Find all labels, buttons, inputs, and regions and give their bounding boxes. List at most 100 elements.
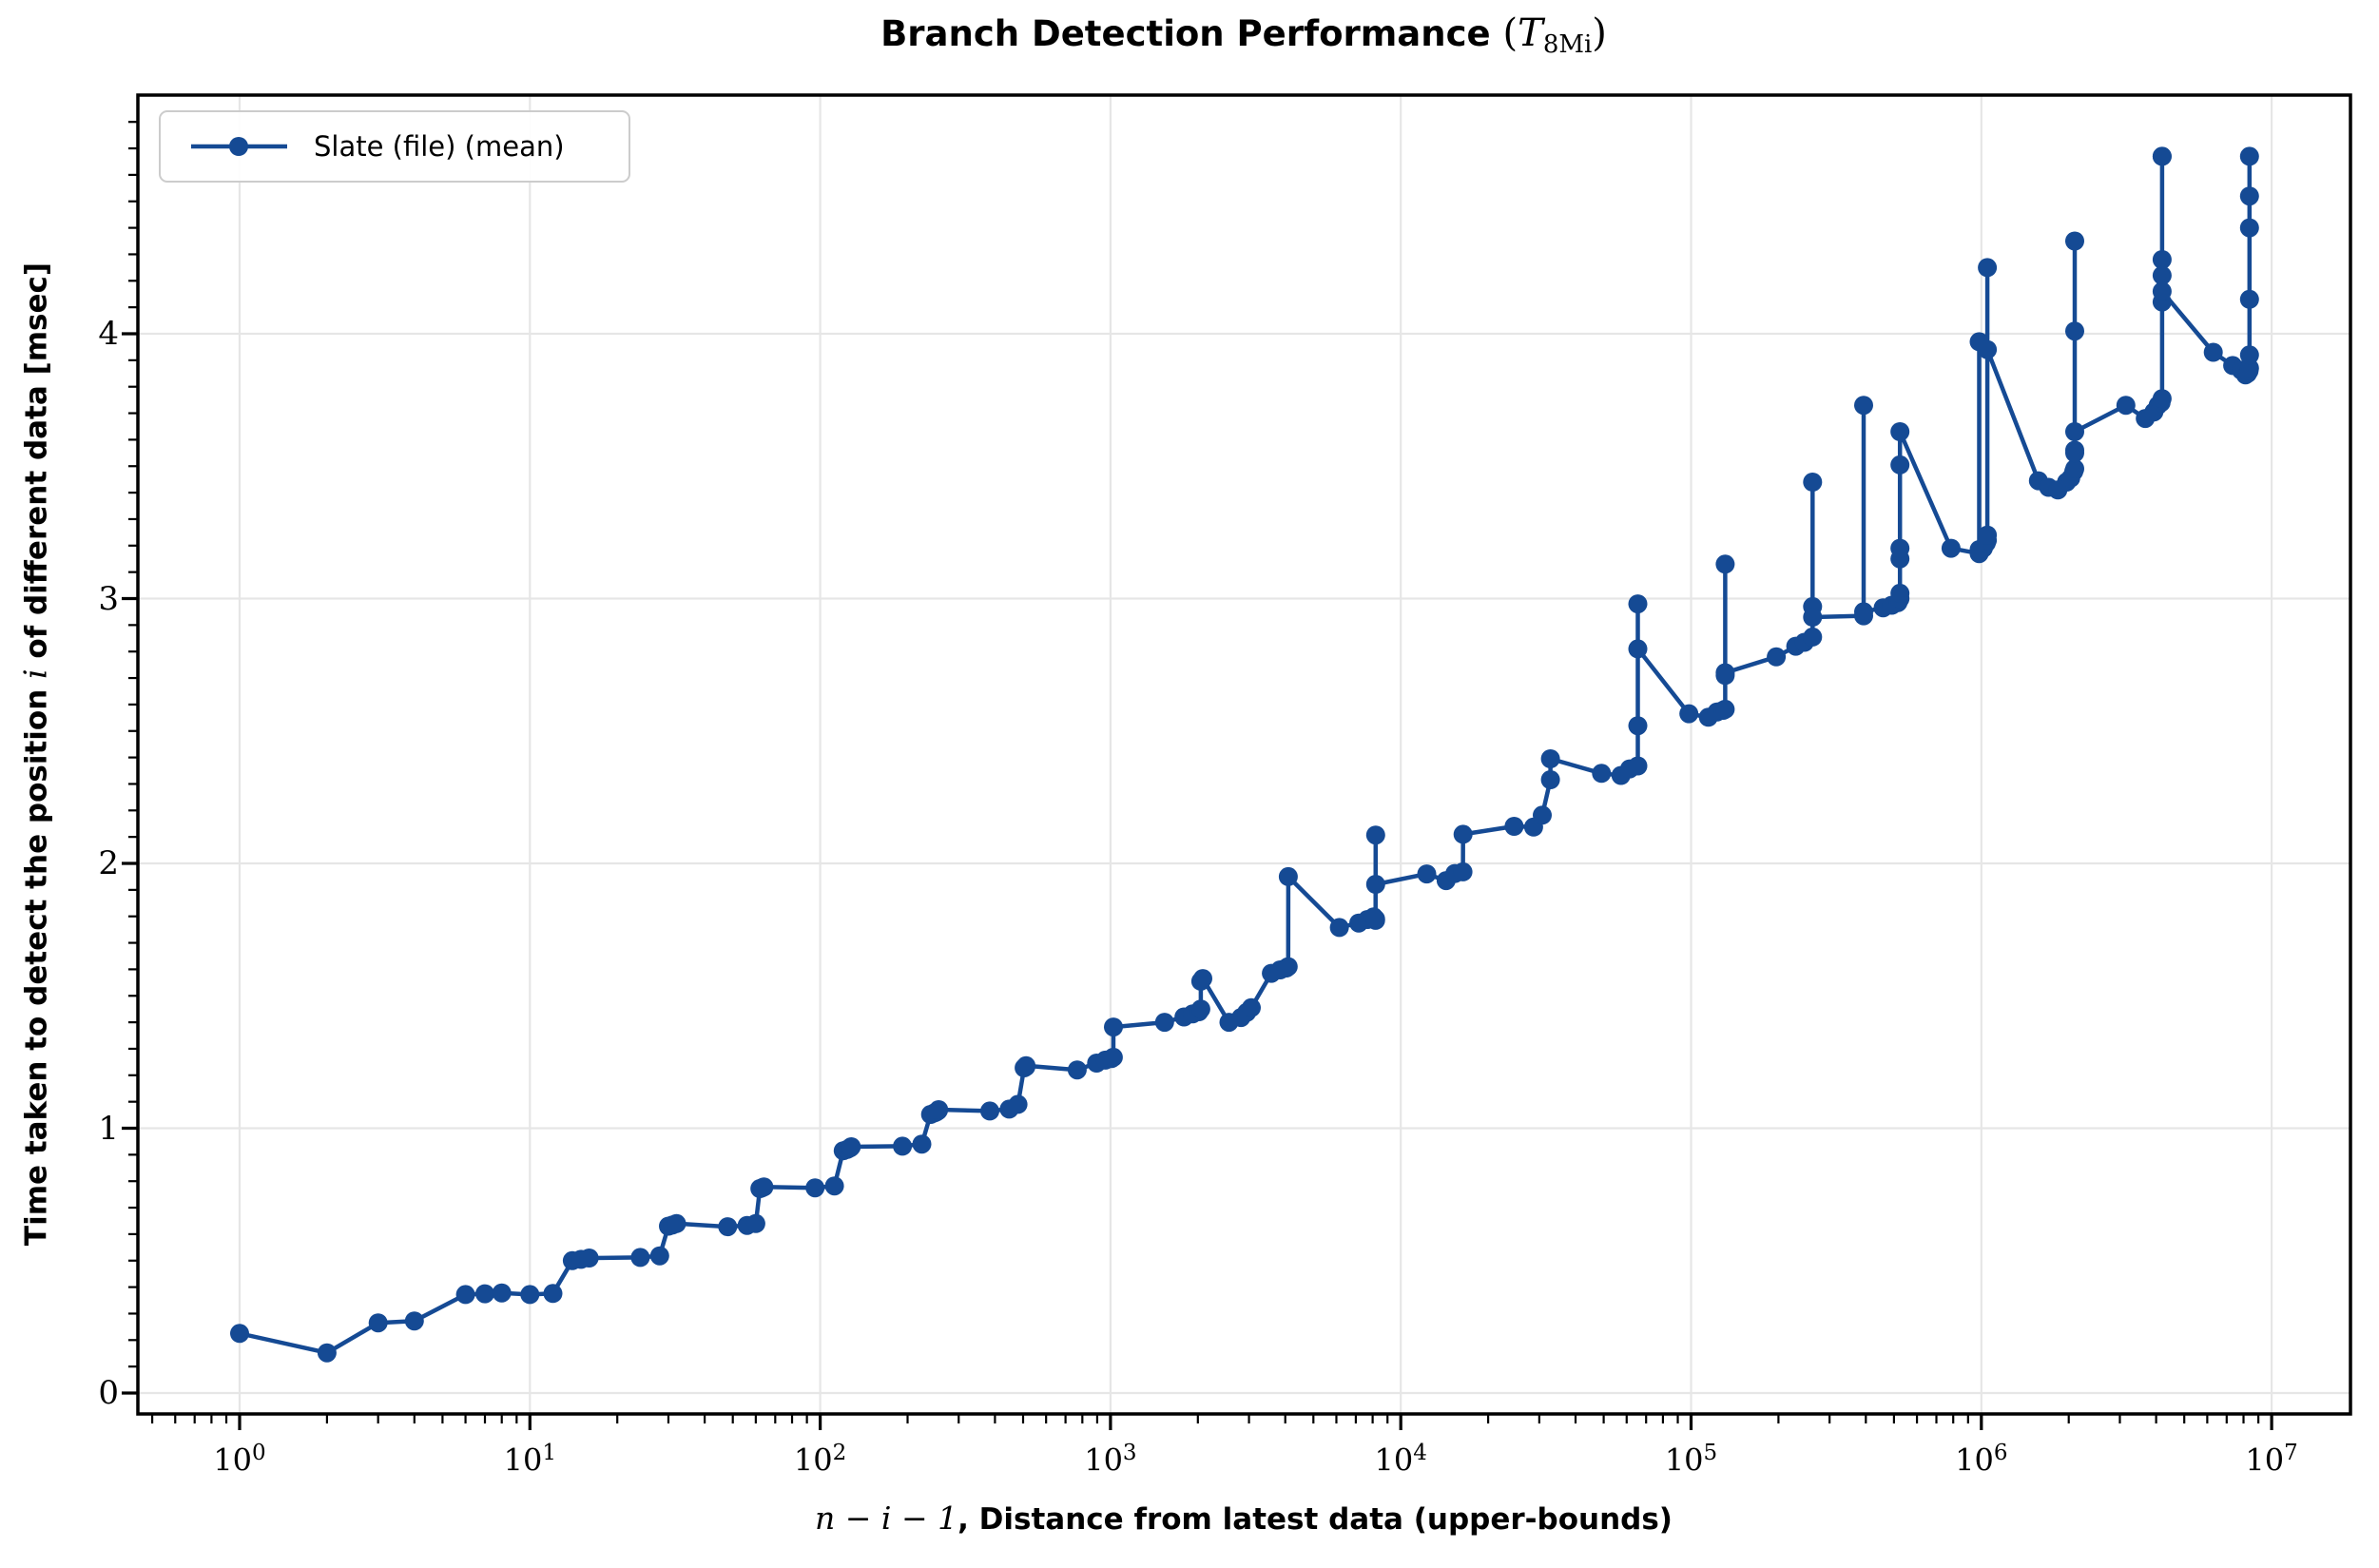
x-tick-label: 101 bbox=[503, 1441, 556, 1479]
data-point bbox=[1154, 1013, 1174, 1033]
data-point bbox=[317, 1343, 337, 1363]
data-point bbox=[630, 1248, 650, 1268]
data-point bbox=[1978, 258, 1998, 278]
x-tick-label: 104 bbox=[1374, 1441, 1427, 1479]
y-axis-label-post: of different data [msec] bbox=[19, 261, 54, 669]
data-point bbox=[1679, 704, 1699, 724]
ticks bbox=[122, 121, 2273, 1430]
data-point bbox=[893, 1136, 913, 1156]
data-point bbox=[2065, 459, 2084, 478]
data-point bbox=[1540, 770, 1560, 789]
data-point bbox=[1278, 866, 1298, 886]
data-point bbox=[404, 1311, 424, 1331]
chart-title: Branch Detection Performance (T8Mi) bbox=[880, 11, 1607, 59]
data-point bbox=[492, 1283, 512, 1303]
data-point bbox=[1978, 339, 1998, 359]
data-point bbox=[1504, 817, 1524, 836]
data-point bbox=[1715, 699, 1735, 719]
y-tick-label: 1 bbox=[98, 1109, 119, 1148]
data-point bbox=[1854, 396, 1873, 416]
data-point bbox=[1890, 422, 1910, 441]
data-point bbox=[1365, 875, 1385, 894]
data-point bbox=[2065, 321, 2084, 341]
data-point bbox=[1715, 554, 1735, 574]
data-point bbox=[2116, 396, 2136, 416]
x-axis-label-text: Distance from latest data (upper-bounds) bbox=[978, 1502, 1673, 1537]
data-point bbox=[520, 1285, 540, 1305]
data-point bbox=[230, 1324, 249, 1344]
data-point bbox=[2203, 342, 2223, 362]
y-tick-label: 2 bbox=[98, 844, 119, 882]
grid bbox=[138, 95, 2350, 1414]
data-point bbox=[2065, 231, 2084, 251]
data-point bbox=[1890, 583, 1910, 603]
data-point bbox=[1628, 594, 1648, 614]
data-point bbox=[1890, 455, 1910, 474]
data-point bbox=[2239, 289, 2259, 309]
legend-marker bbox=[229, 137, 248, 156]
chart-title-math-close: ) bbox=[1592, 11, 1607, 55]
data-point bbox=[980, 1101, 999, 1121]
chart-title-math-symbol: T bbox=[1518, 11, 1543, 55]
x-tick-label: 102 bbox=[793, 1441, 847, 1479]
data-point bbox=[1453, 861, 1473, 881]
legend-line-marker-icon bbox=[191, 137, 287, 156]
x-tick-label: 105 bbox=[1664, 1441, 1718, 1479]
data-point bbox=[2239, 345, 2259, 365]
data-point bbox=[1803, 608, 1823, 627]
data-point bbox=[1715, 663, 1735, 683]
data-point bbox=[1890, 538, 1910, 558]
data-point bbox=[912, 1134, 932, 1154]
data-point bbox=[1104, 1017, 1123, 1037]
data-point bbox=[1854, 602, 1873, 622]
data-point bbox=[929, 1100, 949, 1119]
data-point bbox=[1365, 909, 1385, 929]
data-point bbox=[1453, 824, 1473, 844]
data-point bbox=[2065, 443, 2084, 463]
data-point bbox=[1540, 749, 1560, 768]
data-point bbox=[667, 1213, 687, 1233]
data-point bbox=[2239, 186, 2259, 206]
data-point bbox=[1103, 1047, 1123, 1067]
data-point bbox=[543, 1284, 563, 1304]
data-point bbox=[824, 1176, 844, 1196]
data-point bbox=[1008, 1094, 1028, 1114]
data-point bbox=[718, 1217, 738, 1237]
y-tick-label: 0 bbox=[98, 1374, 119, 1412]
y-axis-label-math: i bbox=[16, 668, 54, 679]
x-axis-label-separator: , bbox=[957, 1502, 979, 1537]
data-point bbox=[1803, 473, 1823, 492]
data-point bbox=[1628, 639, 1648, 659]
data-point bbox=[2065, 422, 2084, 441]
x-tick-label: 103 bbox=[1084, 1441, 1137, 1479]
legend-label: Slate (file) (mean) bbox=[314, 130, 565, 163]
data-point bbox=[1803, 627, 1823, 647]
data-point bbox=[2152, 250, 2172, 269]
data-point bbox=[805, 1178, 825, 1198]
data-point bbox=[2152, 281, 2172, 301]
data-point bbox=[475, 1284, 494, 1304]
data-point bbox=[2152, 265, 2172, 285]
x-axis-label: n − i − 1, Distance from latest data (up… bbox=[815, 1500, 1673, 1537]
x-tick-label: 106 bbox=[1955, 1441, 2008, 1479]
data-point bbox=[1067, 1060, 1087, 1080]
data-point bbox=[745, 1213, 765, 1233]
data-point bbox=[1767, 647, 1787, 667]
data-point bbox=[649, 1246, 669, 1266]
data-point bbox=[1417, 864, 1437, 884]
data-point bbox=[368, 1313, 388, 1333]
data-point bbox=[2152, 146, 2172, 166]
y-axis-label-pre: Time taken to detect the position bbox=[19, 678, 54, 1247]
y-tick-label: 3 bbox=[98, 579, 119, 618]
data-point bbox=[1628, 716, 1648, 736]
data-point bbox=[1016, 1055, 1036, 1075]
data-point bbox=[841, 1137, 861, 1156]
chart-title-math-open: ( bbox=[1502, 11, 1518, 55]
series-markers bbox=[230, 146, 2259, 1363]
legend: Slate (file) (mean) bbox=[159, 110, 630, 183]
data-point bbox=[1628, 756, 1648, 776]
data-point bbox=[1278, 957, 1298, 977]
x-axis-label-math: n − i − 1 bbox=[815, 1500, 958, 1537]
